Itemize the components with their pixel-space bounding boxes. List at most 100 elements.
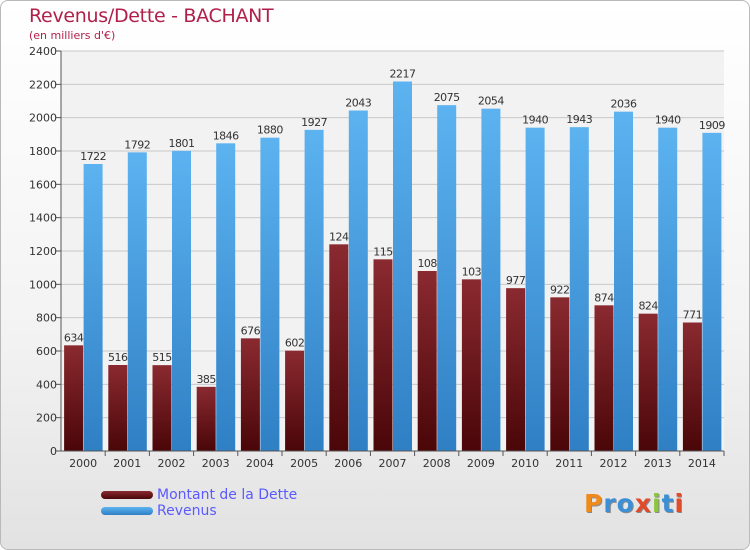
data-label-revenue: 2043 [345, 97, 371, 110]
x-tick-label: 2011 [555, 457, 583, 470]
x-tick-label: 2005 [290, 457, 318, 470]
bar-revenue [614, 111, 633, 452]
x-tick-label: 2001 [113, 457, 141, 470]
bar-revenue [260, 137, 280, 451]
x-tick-label: 2010 [511, 457, 539, 470]
y-tick-label: 2200 [29, 78, 57, 91]
data-label-debt: 516 [108, 351, 128, 364]
bar-revenue [569, 127, 589, 452]
x-tick-label: 2013 [644, 457, 672, 470]
data-label-debt: 602 [285, 337, 305, 350]
bar-revenue [304, 129, 324, 452]
logo-letter: x [634, 489, 652, 518]
x-tick-label: 2002 [158, 457, 186, 470]
x-tick-label: 2003 [202, 457, 230, 470]
bar-revenue [658, 127, 678, 452]
bar-debt [285, 350, 305, 451]
logo-letter: i [652, 489, 662, 518]
bar-revenue [172, 150, 191, 452]
bar-debt [108, 365, 128, 451]
y-tick-label: 1000 [29, 278, 57, 291]
y-tick-label: 2400 [29, 45, 57, 58]
y-tick-label: 2000 [29, 112, 57, 125]
data-label-revenue: 2036 [611, 98, 637, 111]
data-label-debt: 115 [373, 245, 393, 258]
bar-debt [550, 297, 570, 451]
bar-debt [506, 288, 526, 451]
bar-revenue [83, 164, 103, 451]
data-label-debt: 385 [196, 373, 216, 386]
data-label-debt: 771 [683, 309, 703, 322]
bar-revenue [216, 143, 236, 452]
bar-debt [152, 365, 172, 451]
bar-revenue [393, 81, 412, 451]
data-label-revenue: 1792 [124, 138, 150, 151]
data-label-revenue: 2075 [434, 91, 460, 104]
data-label-debt: 634 [64, 331, 84, 344]
bar-debt [64, 345, 84, 451]
bar-revenue [525, 127, 545, 452]
legend: Montant de la Dette Revenus [101, 487, 297, 519]
bar-revenue [481, 108, 501, 452]
bar-debt [329, 244, 349, 451]
data-label-revenue: 1801 [169, 137, 195, 150]
data-label-debt: 824 [638, 300, 658, 313]
bar-revenue [702, 132, 722, 452]
bar-debt [240, 338, 260, 451]
data-label-debt: 124 [329, 230, 349, 243]
x-tick-label: 2006 [334, 457, 362, 470]
logo-letter: r [603, 489, 617, 518]
y-tick-label: 0 [50, 445, 57, 458]
legend-item-debt: Montant de la Dette [101, 487, 297, 503]
data-label-debt: 108 [417, 257, 437, 270]
bar-debt [638, 313, 658, 451]
x-tick-label: 2000 [69, 457, 97, 470]
data-label-revenue: 1909 [699, 119, 725, 132]
data-label-revenue: 1722 [80, 150, 106, 163]
data-label-debt: 922 [550, 283, 570, 296]
y-tick-label: 600 [36, 345, 57, 358]
data-label-debt: 874 [594, 291, 614, 304]
bar-debt [594, 305, 614, 451]
data-label-revenue: 1927 [301, 116, 327, 129]
data-label-revenue: 1846 [213, 129, 239, 142]
data-label-revenue: 1940 [655, 114, 681, 127]
logo-letter: t [661, 489, 675, 518]
proxiti-logo: ProxitiProxiti [584, 489, 684, 518]
chart-subtitle: (en milliers d'€) [29, 29, 116, 42]
data-label-debt: 676 [241, 324, 261, 337]
bar-revenue [437, 105, 457, 452]
data-label-debt: 103 [462, 265, 482, 278]
x-tick-label: 2007 [379, 457, 407, 470]
bar-debt [682, 322, 702, 451]
x-tick-label: 2004 [246, 457, 274, 470]
bar-debt [461, 279, 481, 451]
axes-group: 0 200 400 600 800 1000 1200 1400 1600 1800 2000 220… [29, 45, 725, 470]
logo-letter: P [584, 489, 604, 518]
data-label-debt: 977 [506, 274, 526, 287]
legend-swatch-debt [101, 491, 153, 499]
data-label-revenue: 2217 [390, 68, 416, 81]
legend-item-revenue: Revenus [101, 503, 297, 519]
bar-revenue [127, 152, 147, 452]
y-tick-label: 400 [36, 378, 57, 391]
y-tick-label: 1200 [29, 245, 57, 258]
bar-debt [417, 271, 437, 451]
data-label-revenue: 1940 [522, 114, 548, 127]
bars-group [64, 81, 722, 452]
logo-letter: i [674, 489, 685, 518]
x-tick-label: 2008 [423, 457, 451, 470]
legend-label-revenue: Revenus [157, 503, 217, 519]
data-label-revenue: 1880 [257, 124, 283, 137]
data-labels-group: 634 1722 516 1792 515 1801 385 1846 676 1880 602 19… [64, 68, 726, 386]
legend-label-debt: Montant de la Dette [157, 487, 298, 503]
logo-letter: o [616, 489, 635, 518]
x-tick-label: 2012 [600, 457, 628, 470]
chart-title: Revenus/Dette - BACHANT [29, 5, 274, 27]
x-tick-label: 2014 [688, 457, 716, 470]
data-label-revenue: 2054 [478, 95, 504, 108]
y-tick-label: 1400 [29, 212, 57, 225]
y-tick-label: 800 [36, 312, 57, 325]
